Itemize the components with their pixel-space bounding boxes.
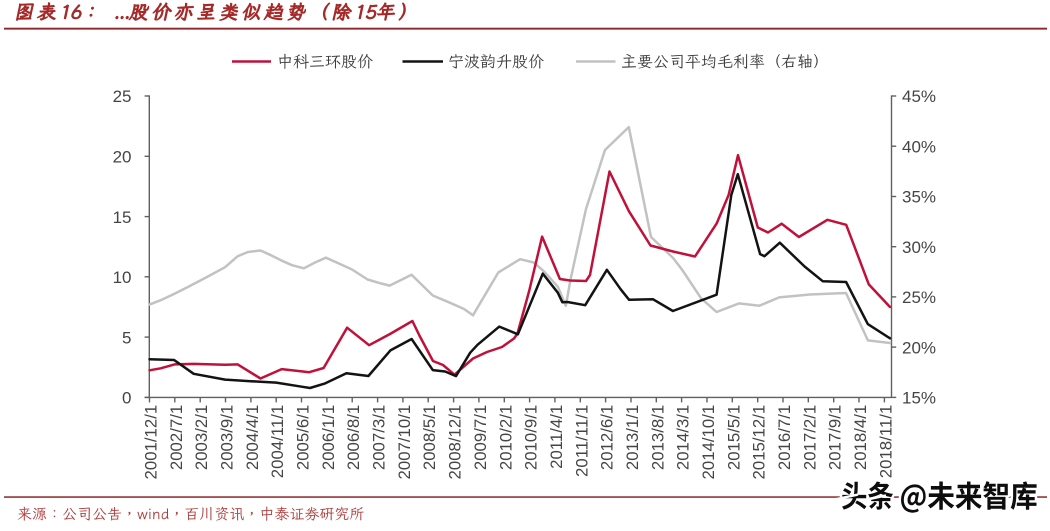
svg-text:2015/12/1: 2015/12/1 xyxy=(750,405,769,480)
svg-text:25: 25 xyxy=(113,87,132,106)
svg-text:20: 20 xyxy=(113,148,132,167)
svg-text:2013/8/1: 2013/8/1 xyxy=(648,405,667,470)
svg-text:2017/2/1: 2017/2/1 xyxy=(800,405,819,470)
svg-text:2009/7/1: 2009/7/1 xyxy=(471,405,490,470)
svg-text:45%: 45% xyxy=(902,87,936,106)
svg-text:2013/1/1: 2013/1/1 xyxy=(623,405,642,470)
svg-text:2012/6/1: 2012/6/1 xyxy=(598,405,617,470)
svg-text:2018/4/1: 2018/4/1 xyxy=(851,405,870,470)
svg-text:2010/9/1: 2010/9/1 xyxy=(522,405,541,470)
svg-text:35%: 35% xyxy=(902,188,936,207)
svg-text:2004/4/1: 2004/4/1 xyxy=(243,405,262,470)
svg-text:2003/2/1: 2003/2/1 xyxy=(192,405,211,470)
svg-text:2018/11/1: 2018/11/1 xyxy=(876,405,895,478)
svg-text:2014/3/1: 2014/3/1 xyxy=(674,405,693,470)
svg-text:2015/5/1: 2015/5/1 xyxy=(724,405,743,470)
svg-text:5: 5 xyxy=(122,328,131,347)
svg-text:2011/11/1: 2011/11/1 xyxy=(572,405,591,477)
svg-text:15%: 15% xyxy=(902,389,936,408)
svg-text:2004/11/1: 2004/11/1 xyxy=(268,405,287,478)
svg-text:20%: 20% xyxy=(902,338,936,357)
svg-text:2011/4/1: 2011/4/1 xyxy=(547,405,566,469)
svg-text:2007/3/1: 2007/3/1 xyxy=(370,405,389,470)
svg-text:2003/9/1: 2003/9/1 xyxy=(218,405,237,470)
svg-text:2016/7/1: 2016/7/1 xyxy=(775,405,794,470)
svg-text:25%: 25% xyxy=(902,288,936,307)
svg-text:2010/2/1: 2010/2/1 xyxy=(496,405,515,470)
svg-text:2006/1/1: 2006/1/1 xyxy=(319,405,338,470)
svg-text:2006/8/1: 2006/8/1 xyxy=(344,405,363,470)
svg-text:2008/12/1: 2008/12/1 xyxy=(446,405,465,480)
svg-text:2014/10/1: 2014/10/1 xyxy=(699,405,718,480)
svg-text:15: 15 xyxy=(113,208,132,227)
svg-text:2005/6/1: 2005/6/1 xyxy=(294,405,313,470)
svg-text:10: 10 xyxy=(113,268,132,287)
svg-text:2017/9/1: 2017/9/1 xyxy=(826,405,845,470)
svg-text:2002/7/1: 2002/7/1 xyxy=(167,405,186,470)
svg-text:40%: 40% xyxy=(902,137,936,156)
svg-text:0: 0 xyxy=(122,389,131,408)
svg-text:2007/10/1: 2007/10/1 xyxy=(395,405,414,480)
svg-text:2008/5/1: 2008/5/1 xyxy=(420,405,439,470)
svg-text:2001/12/1: 2001/12/1 xyxy=(142,405,161,480)
svg-text:30%: 30% xyxy=(902,238,936,257)
